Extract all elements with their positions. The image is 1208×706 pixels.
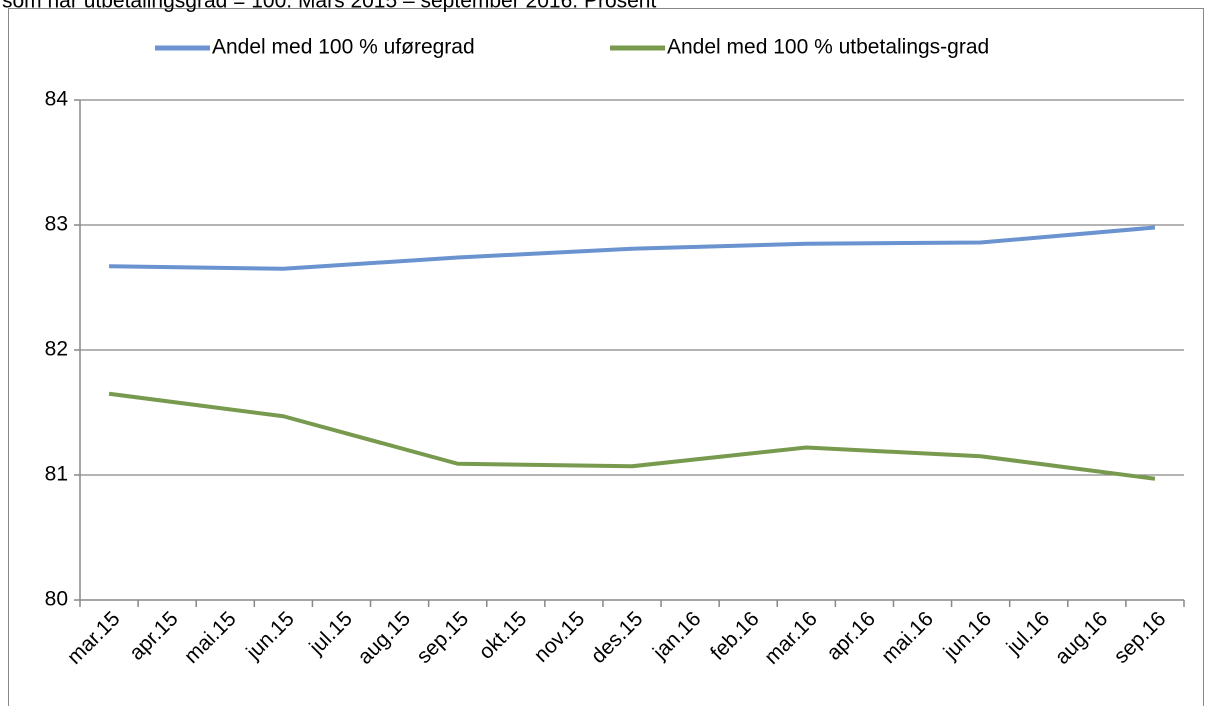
x-tick-label: apr.15	[125, 607, 183, 665]
legend-label: Andel med 100 % utbetalings-grad	[667, 36, 989, 59]
x-tick-label: aug.15	[353, 607, 415, 669]
chart-title: som har utbetalingsgrad = 100. Mars 2015…	[2, 0, 656, 13]
series-line	[108, 391, 1156, 481]
chart-frame	[8, 8, 1204, 706]
legend-label: Andel med 100 % uføregrad	[212, 36, 475, 59]
series-line	[109, 225, 1156, 271]
y-tick-label: 83	[45, 213, 68, 236]
y-tick-label: 84	[45, 88, 69, 111]
x-tick-label: sep.15	[412, 607, 473, 668]
x-tick-label: apr.16	[822, 607, 880, 665]
x-tick-label: jun.16	[939, 607, 996, 664]
x-tick-label: jul.16	[1002, 607, 1054, 659]
x-tick-label: jul.15	[304, 607, 356, 659]
x-tick-label: feb.16	[706, 607, 764, 665]
y-tick-label: 80	[45, 588, 68, 611]
x-tick-label: okt.15	[475, 607, 532, 664]
x-tick-label: mai.16	[877, 607, 938, 668]
x-tick-label: jun.15	[241, 607, 298, 664]
x-tick-label: sep.16	[1110, 607, 1171, 668]
x-tick-label: mai.15	[180, 607, 241, 668]
x-tick-label: nov.15	[530, 607, 590, 667]
x-tick-label: mar.16	[760, 607, 822, 669]
x-tick-label: jan.16	[648, 607, 705, 664]
x-tick-label: mar.15	[63, 607, 125, 669]
x-tick-label: aug.16	[1051, 607, 1113, 669]
y-tick-label: 82	[45, 338, 68, 361]
x-tick-label: des.15	[587, 607, 648, 668]
y-tick-label: 81	[45, 463, 68, 486]
